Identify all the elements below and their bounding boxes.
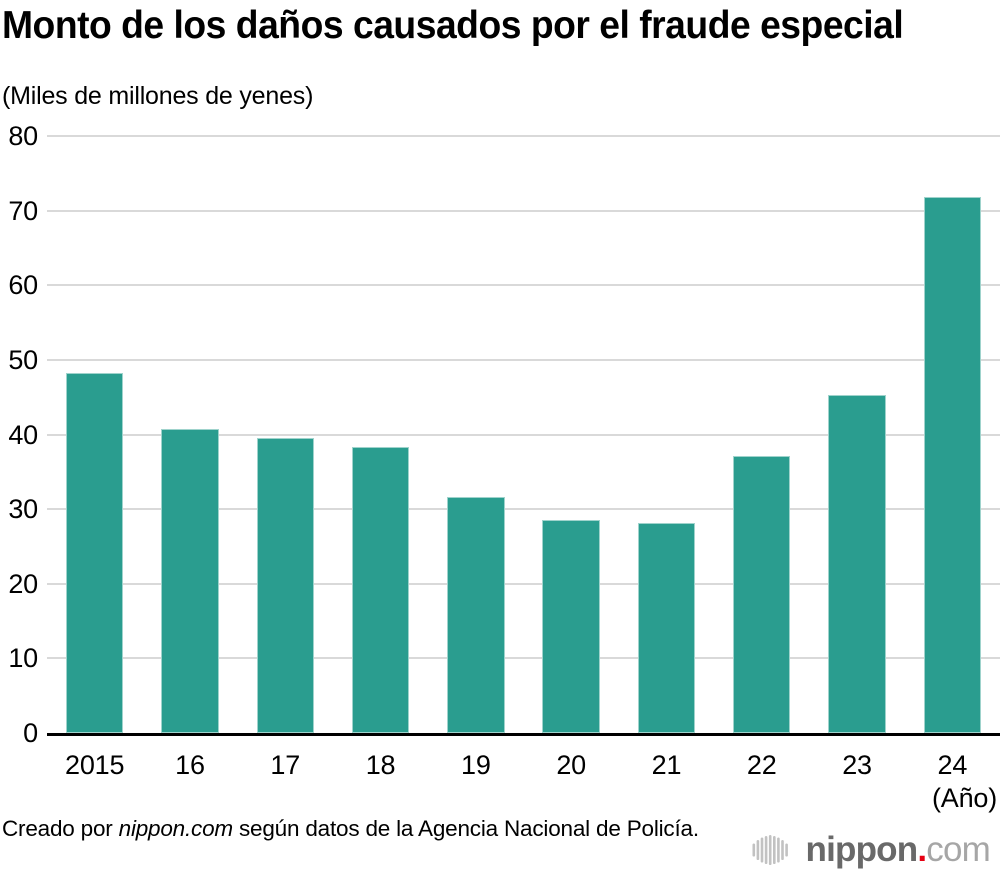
x-tick-label-20: 20 bbox=[556, 750, 586, 780]
bar-2015 bbox=[65, 373, 124, 733]
credit-prefix: Creado por bbox=[2, 816, 119, 841]
y-axis-unit-label: (Miles de millones de yenes) bbox=[2, 82, 314, 110]
logo-tld: com bbox=[926, 830, 991, 869]
y-tick-label-0: 0 bbox=[23, 718, 38, 748]
x-axis-unit-label: (Año) bbox=[931, 783, 997, 813]
y-axis-labels: 0 10 20 30 40 50 60 70 80 bbox=[0, 121, 38, 748]
credit-suffix: según datos de la Agencia Nacional de Po… bbox=[232, 816, 699, 841]
x-tick-label-2015: 2015 bbox=[65, 750, 125, 780]
x-axis-labels: 2015 16 17 18 19 20 21 22 23 24 bbox=[47, 748, 1000, 782]
bar-17 bbox=[256, 438, 314, 733]
x-tick-label-17: 17 bbox=[270, 750, 301, 780]
bar-24 bbox=[923, 197, 982, 733]
nippon-logo: nippon.com bbox=[751, 827, 991, 873]
x-tick-label-18: 18 bbox=[365, 750, 396, 780]
x-tick-label-21: 21 bbox=[651, 750, 682, 780]
logo-dot: . bbox=[917, 830, 927, 869]
y-tick-label-70: 70 bbox=[8, 195, 38, 226]
bar-21 bbox=[637, 522, 696, 733]
gridline-50 bbox=[47, 358, 1000, 361]
chart-title: Monto de los daños causados por el fraud… bbox=[2, 4, 904, 47]
y-tick-label-40: 40 bbox=[8, 419, 38, 450]
x-tick-label-16: 16 bbox=[175, 750, 205, 780]
plot-area bbox=[47, 135, 1000, 736]
gridline-20 bbox=[47, 582, 1000, 585]
y-tick-label-30: 30 bbox=[8, 494, 38, 525]
bar-19 bbox=[447, 497, 505, 733]
gridline-80 bbox=[47, 135, 1000, 137]
gridline-10 bbox=[47, 657, 1000, 660]
nippon-logo-icon bbox=[752, 835, 788, 865]
nippon-logo-text: nippon.com bbox=[806, 827, 991, 873]
x-tick-label-22: 22 bbox=[746, 750, 777, 780]
y-tick-label-10: 10 bbox=[8, 643, 38, 674]
logo-brand: nippon bbox=[805, 830, 919, 869]
x-tick-label-23: 23 bbox=[842, 750, 872, 780]
bar-20 bbox=[542, 520, 600, 733]
y-tick-label-60: 60 bbox=[8, 270, 38, 301]
source-credit: Creado por nippon.com según datos de la … bbox=[2, 814, 702, 843]
gridline-60 bbox=[47, 284, 1000, 287]
credit-source: nippon.com bbox=[118, 816, 234, 841]
gridline-30 bbox=[47, 508, 1000, 511]
bar-23 bbox=[828, 394, 886, 733]
bar-16 bbox=[161, 429, 219, 733]
bar-22 bbox=[733, 456, 791, 733]
y-tick-label-80: 80 bbox=[8, 121, 38, 151]
x-tick-label-24: 24 bbox=[937, 750, 968, 780]
gridline-40 bbox=[47, 433, 1000, 436]
gridline-70 bbox=[47, 209, 1000, 212]
x-tick-label-19: 19 bbox=[461, 750, 491, 780]
y-tick-label-50: 50 bbox=[8, 344, 38, 375]
bar-18 bbox=[351, 447, 410, 733]
y-tick-label-20: 20 bbox=[8, 568, 38, 599]
